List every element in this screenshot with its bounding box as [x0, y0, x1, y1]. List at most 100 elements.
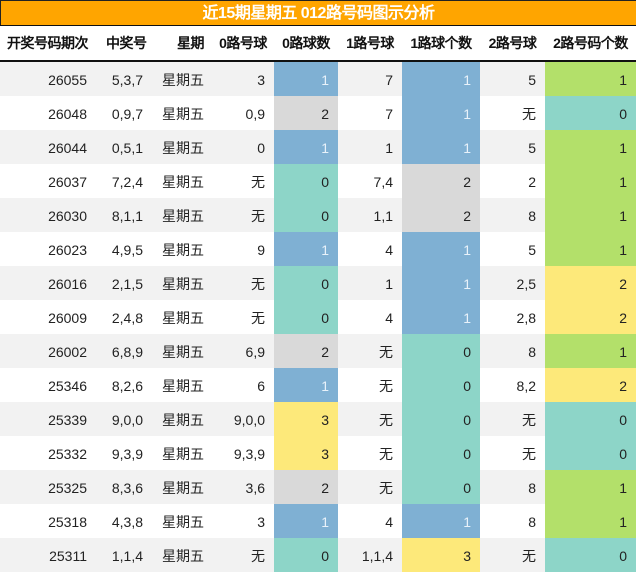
numbers-cell: 0,9,7 [111, 106, 143, 122]
r2-count-cell: 1 [545, 130, 636, 164]
r2-count-cell: 1 [545, 62, 636, 96]
r2-count-cell: 0 [545, 538, 636, 572]
weekday-cell: 星期五 [162, 446, 204, 462]
numbers-cell: 2,4,8 [111, 310, 143, 326]
r2-count-cell: 1 [545, 334, 636, 368]
period-cell: 25339 [48, 412, 87, 428]
r0-balls-cell: 0 [257, 140, 265, 156]
r2-count-cell: 1 [545, 504, 636, 538]
r2-balls-cell: 8 [528, 514, 536, 530]
r2-count-cell: 1 [545, 232, 636, 266]
r0-count-cell: 1 [274, 504, 338, 538]
r2-balls-cell: 8 [528, 208, 536, 224]
numbers-cell: 7,2,4 [111, 174, 143, 190]
r0-balls-cell: 3 [257, 72, 265, 88]
r0-balls-cell: 无 [251, 276, 265, 292]
weekday-cell: 星期五 [162, 514, 204, 530]
r1-balls-cell: 4 [385, 242, 393, 258]
col-header-r1-count: 1路球个数 [410, 35, 472, 51]
weekday-cell: 星期五 [162, 480, 204, 496]
r0-count-cell: 1 [274, 368, 338, 402]
col-header-r0-balls: 0路号球 [219, 35, 267, 51]
numbers-cell: 2,1,5 [111, 276, 143, 292]
table-row: 26009 2,4,8 星期五 无 0 4 1 2,8 2 [0, 300, 636, 334]
table-title: 近15期星期五 012路号码图示分析 [0, 0, 636, 25]
r0-balls-cell: 3 [257, 514, 265, 530]
r1-balls-cell: 4 [385, 514, 393, 530]
table-row: 25332 9,3,9 星期五 9,3,9 3 无 0 无 0 [0, 436, 636, 470]
header-row: 开奖号码期次 中奖号 星期 0路号球 0路球数 1路号球 1路球个数 2路号球 … [0, 25, 636, 62]
period-cell: 26002 [48, 344, 87, 360]
period-cell: 26037 [48, 174, 87, 190]
numbers-cell: 9,3,9 [111, 446, 143, 462]
weekday-cell: 星期五 [162, 174, 204, 190]
r1-balls-cell: 1,1 [373, 208, 393, 224]
table-body: 26055 5,3,7 星期五 3 1 7 1 5 1 26048 0,9,7 星期五 0,9 2 7 1 无 0… [0, 62, 636, 572]
r1-count-cell: 1 [402, 96, 480, 130]
period-cell: 25346 [48, 378, 87, 394]
r2-balls-cell: 5 [528, 242, 536, 258]
r2-balls-cell: 2,5 [516, 276, 536, 292]
weekday-cell: 星期五 [162, 140, 204, 156]
r0-count-cell: 0 [274, 538, 338, 572]
weekday-cell: 星期五 [162, 378, 204, 394]
r0-count-cell: 1 [274, 232, 338, 266]
col-header-r2-count: 2路号码个数 [553, 35, 628, 51]
numbers-cell: 8,1,1 [111, 208, 143, 224]
r1-balls-cell: 无 [379, 378, 393, 394]
r2-count-cell: 2 [545, 266, 636, 300]
r1-count-cell: 0 [402, 470, 480, 504]
table-row: 25318 4,3,8 星期五 3 1 4 1 8 1 [0, 504, 636, 538]
r2-count-cell: 2 [545, 368, 636, 402]
r0-count-cell: 0 [274, 198, 338, 232]
r2-balls-cell: 2,8 [516, 310, 536, 326]
r0-count-cell: 3 [274, 436, 338, 470]
table-row: 26002 6,8,9 星期五 6,9 2 无 0 8 1 [0, 334, 636, 368]
r1-count-cell: 0 [402, 436, 480, 470]
r0-count-cell: 2 [274, 334, 338, 368]
r2-balls-cell: 无 [522, 412, 536, 428]
col-header-period: 开奖号码期次 [7, 35, 89, 51]
weekday-cell: 星期五 [162, 548, 204, 564]
col-header-numbers: 中奖号 [106, 35, 147, 51]
r0-balls-cell: 无 [251, 174, 265, 190]
table-row: 26016 2,1,5 星期五 无 0 1 1 2,5 2 [0, 266, 636, 300]
r0-count-cell: 0 [274, 164, 338, 198]
table-row: 26030 8,1,1 星期五 无 0 1,1 2 8 1 [0, 198, 636, 232]
period-cell: 25332 [48, 446, 87, 462]
r1-balls-cell: 7,4 [373, 174, 393, 190]
numbers-cell: 8,3,6 [111, 480, 143, 496]
r2-count-cell: 2 [545, 300, 636, 334]
r0-count-cell: 1 [274, 62, 338, 96]
period-cell: 26044 [48, 140, 87, 156]
r0-balls-cell: 无 [251, 310, 265, 326]
r2-balls-cell: 无 [522, 548, 536, 564]
r0-balls-cell: 3,6 [245, 480, 265, 496]
col-header-weekday: 星期 [177, 35, 205, 51]
numbers-cell: 1,1,4 [111, 548, 143, 564]
table-row: 25325 8,3,6 星期五 3,6 2 无 0 8 1 [0, 470, 636, 504]
weekday-cell: 星期五 [162, 72, 204, 88]
r1-count-cell: 1 [402, 266, 480, 300]
r0-balls-cell: 9 [257, 242, 265, 258]
numbers-cell: 8,2,6 [111, 378, 143, 394]
r1-count-cell: 0 [402, 368, 480, 402]
r1-balls-cell: 4 [385, 310, 393, 326]
r1-count-cell: 1 [402, 62, 480, 96]
table-row: 26055 5,3,7 星期五 3 1 7 1 5 1 [0, 62, 636, 96]
table-row: 26023 4,9,5 星期五 9 1 4 1 5 1 [0, 232, 636, 266]
numbers-cell: 9,0,0 [111, 412, 143, 428]
table-row: 26048 0,9,7 星期五 0,9 2 7 1 无 0 [0, 96, 636, 130]
col-header-r2-balls: 2路号球 [488, 35, 537, 51]
r0-count-cell: 1 [274, 130, 338, 164]
r2-balls-cell: 5 [528, 140, 536, 156]
r0-count-cell: 3 [274, 402, 338, 436]
r1-balls-cell: 7 [385, 106, 393, 122]
period-cell: 25311 [49, 548, 87, 564]
r1-balls-cell: 1 [385, 276, 393, 292]
r2-balls-cell: 2 [528, 174, 536, 190]
r1-balls-cell: 1 [385, 140, 393, 156]
r2-count-cell: 1 [545, 470, 636, 504]
r0-balls-cell: 9,3,9 [233, 446, 265, 462]
r1-count-cell: 2 [402, 164, 480, 198]
